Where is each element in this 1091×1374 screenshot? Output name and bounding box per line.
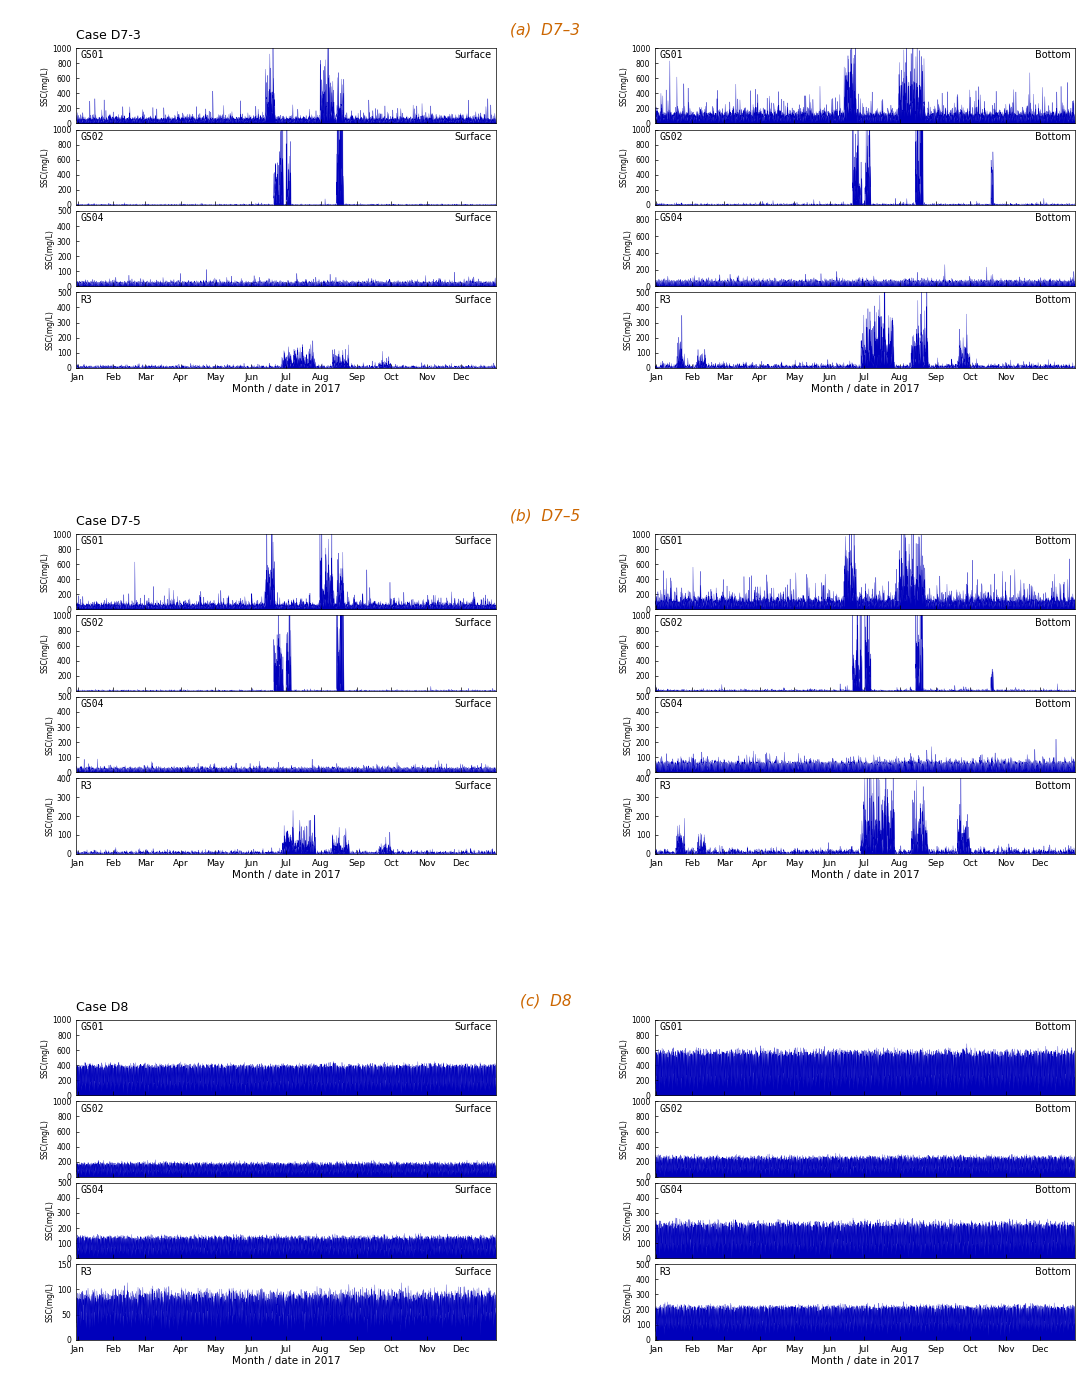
- Text: Surface: Surface: [455, 699, 492, 709]
- Text: Surface: Surface: [455, 132, 492, 142]
- Text: GS01: GS01: [659, 536, 683, 547]
- Text: (b)  D7–5: (b) D7–5: [511, 508, 580, 523]
- Y-axis label: SSC(mg/L): SSC(mg/L): [45, 228, 55, 268]
- Text: Case D7-3: Case D7-3: [76, 29, 141, 43]
- Y-axis label: SSC(mg/L): SSC(mg/L): [624, 228, 633, 268]
- Text: Surface: Surface: [455, 1186, 492, 1195]
- Text: GS02: GS02: [81, 618, 104, 628]
- Text: R3: R3: [81, 780, 93, 790]
- Y-axis label: SSC(mg/L): SSC(mg/L): [620, 1037, 628, 1077]
- X-axis label: Month / date in 2017: Month / date in 2017: [811, 385, 920, 394]
- Text: Bottom: Bottom: [1034, 780, 1070, 790]
- X-axis label: Month / date in 2017: Month / date in 2017: [231, 385, 340, 394]
- Text: GS01: GS01: [659, 1022, 683, 1032]
- Y-axis label: SSC(mg/L): SSC(mg/L): [45, 714, 55, 754]
- Text: Surface: Surface: [455, 294, 492, 305]
- Y-axis label: SSC(mg/L): SSC(mg/L): [620, 1120, 628, 1160]
- Y-axis label: SSC(mg/L): SSC(mg/L): [624, 796, 633, 835]
- Text: GS04: GS04: [81, 213, 104, 223]
- Y-axis label: SSC(mg/L): SSC(mg/L): [45, 1201, 55, 1241]
- Text: Surface: Surface: [455, 618, 492, 628]
- Text: Surface: Surface: [455, 780, 492, 790]
- Y-axis label: SSC(mg/L): SSC(mg/L): [620, 147, 628, 187]
- Y-axis label: SSC(mg/L): SSC(mg/L): [40, 633, 49, 673]
- X-axis label: Month / date in 2017: Month / date in 2017: [231, 1356, 340, 1366]
- Text: Bottom: Bottom: [1034, 294, 1070, 305]
- Y-axis label: SSC(mg/L): SSC(mg/L): [40, 1120, 49, 1160]
- Text: Bottom: Bottom: [1034, 1022, 1070, 1032]
- Text: GS04: GS04: [659, 699, 683, 709]
- Text: GS01: GS01: [659, 51, 683, 60]
- Text: Surface: Surface: [455, 1022, 492, 1032]
- X-axis label: Month / date in 2017: Month / date in 2017: [811, 870, 920, 881]
- Text: Case D7-5: Case D7-5: [76, 515, 141, 528]
- Text: GS01: GS01: [81, 51, 104, 60]
- Text: GS04: GS04: [659, 213, 683, 223]
- Text: Surface: Surface: [455, 51, 492, 60]
- Y-axis label: SSC(mg/L): SSC(mg/L): [624, 1201, 633, 1241]
- Text: GS01: GS01: [81, 1022, 104, 1032]
- Y-axis label: SSC(mg/L): SSC(mg/L): [45, 1282, 55, 1322]
- Text: GS04: GS04: [81, 699, 104, 709]
- Y-axis label: SSC(mg/L): SSC(mg/L): [620, 633, 628, 673]
- Text: Bottom: Bottom: [1034, 51, 1070, 60]
- Text: GS02: GS02: [659, 1103, 683, 1114]
- Text: R3: R3: [659, 780, 671, 790]
- Text: Bottom: Bottom: [1034, 699, 1070, 709]
- Text: GS02: GS02: [659, 132, 683, 142]
- Text: GS04: GS04: [659, 1186, 683, 1195]
- Y-axis label: SSC(mg/L): SSC(mg/L): [624, 311, 633, 350]
- Text: Bottom: Bottom: [1034, 618, 1070, 628]
- Text: Bottom: Bottom: [1034, 1267, 1070, 1276]
- Y-axis label: SSC(mg/L): SSC(mg/L): [620, 66, 628, 106]
- Y-axis label: SSC(mg/L): SSC(mg/L): [40, 66, 49, 106]
- Y-axis label: SSC(mg/L): SSC(mg/L): [40, 1037, 49, 1077]
- Text: R3: R3: [81, 294, 93, 305]
- Text: Bottom: Bottom: [1034, 132, 1070, 142]
- Text: Bottom: Bottom: [1034, 213, 1070, 223]
- Y-axis label: SSC(mg/L): SSC(mg/L): [624, 1282, 633, 1322]
- Text: GS02: GS02: [659, 618, 683, 628]
- Text: Bottom: Bottom: [1034, 536, 1070, 547]
- Y-axis label: SSC(mg/L): SSC(mg/L): [45, 311, 55, 350]
- X-axis label: Month / date in 2017: Month / date in 2017: [811, 1356, 920, 1366]
- Text: Surface: Surface: [455, 1267, 492, 1276]
- Y-axis label: SSC(mg/L): SSC(mg/L): [620, 552, 628, 592]
- Text: GS02: GS02: [81, 132, 104, 142]
- Text: Case D8: Case D8: [76, 1000, 129, 1014]
- Text: R3: R3: [659, 294, 671, 305]
- Text: Bottom: Bottom: [1034, 1103, 1070, 1114]
- Text: R3: R3: [81, 1267, 93, 1276]
- Y-axis label: SSC(mg/L): SSC(mg/L): [40, 147, 49, 187]
- X-axis label: Month / date in 2017: Month / date in 2017: [231, 870, 340, 881]
- Y-axis label: SSC(mg/L): SSC(mg/L): [624, 714, 633, 754]
- Text: GS04: GS04: [81, 1186, 104, 1195]
- Text: (c)  D8: (c) D8: [519, 993, 572, 1009]
- Text: Bottom: Bottom: [1034, 1186, 1070, 1195]
- Text: (a)  D7–3: (a) D7–3: [511, 22, 580, 37]
- Text: Surface: Surface: [455, 1103, 492, 1114]
- Text: GS02: GS02: [81, 1103, 104, 1114]
- Y-axis label: SSC(mg/L): SSC(mg/L): [45, 796, 55, 835]
- Text: Surface: Surface: [455, 536, 492, 547]
- Text: Surface: Surface: [455, 213, 492, 223]
- Text: GS01: GS01: [81, 536, 104, 547]
- Text: R3: R3: [659, 1267, 671, 1276]
- Y-axis label: SSC(mg/L): SSC(mg/L): [40, 552, 49, 592]
